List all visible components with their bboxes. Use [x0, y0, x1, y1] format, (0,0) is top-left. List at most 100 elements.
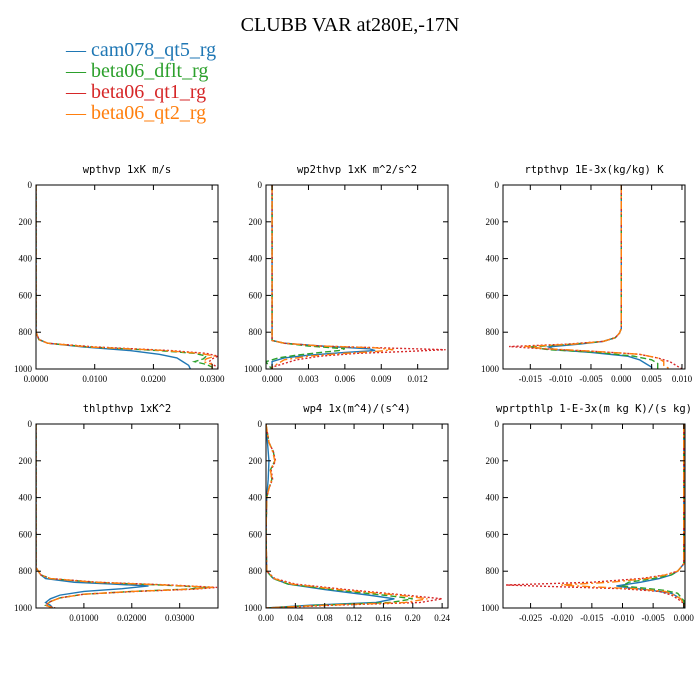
legend-swatch: —	[66, 102, 91, 124]
y-tick-label: 200	[249, 456, 263, 466]
x-tick-label: 0.000	[611, 374, 632, 384]
panel-title: wprtpthlp 1-E-3x(m kg K)/(s kg)	[496, 403, 692, 415]
y-tick-label: 0	[495, 419, 500, 429]
panel-title: thlpthvp 1xK^2	[83, 403, 172, 415]
legend-item: — beta06_dflt_rg	[66, 61, 216, 82]
x-tick-label: -0.010	[611, 613, 635, 623]
y-tick-label: 0	[495, 180, 500, 190]
y-tick-label: 1000	[481, 364, 500, 374]
x-tick-label: 0.08	[317, 613, 333, 623]
x-tick-label: 0.00	[258, 613, 274, 623]
panel-title: wp4 1x(m^4)/(s^4)	[303, 403, 410, 415]
x-tick-label: 0.12	[346, 613, 362, 623]
y-tick-label: 400	[486, 493, 500, 503]
y-tick-label: 200	[486, 217, 500, 227]
panel-title: rtpthvp 1E-3x(kg/kg) K	[524, 164, 664, 176]
y-tick-label: 800	[486, 566, 500, 576]
y-tick-label: 200	[19, 217, 33, 227]
x-tick-label: -0.010	[549, 374, 573, 384]
x-tick-label: -0.020	[550, 613, 574, 623]
series-line	[266, 424, 443, 608]
series-line	[36, 424, 214, 608]
y-tick-label: 0	[258, 180, 263, 190]
x-tick-label: 0.009	[371, 374, 392, 384]
legend-label: beta06_qt1_rg	[91, 81, 207, 103]
series-line	[524, 185, 671, 369]
x-tick-label: 0.0200	[141, 374, 166, 384]
panel-title: wpthvp 1xK m/s	[83, 164, 172, 176]
legend-label: cam078_qt5_rg	[91, 39, 217, 61]
y-tick-label: 600	[486, 529, 500, 539]
x-tick-label: 0.24	[434, 613, 450, 623]
plot-frame	[265, 184, 449, 370]
x-tick-label: 0.03000	[165, 613, 195, 623]
series-line	[266, 424, 428, 608]
y-tick-label: 1000	[481, 603, 500, 613]
y-tick-label: 600	[486, 290, 500, 300]
y-tick-label: 600	[19, 290, 33, 300]
x-tick-label: -0.025	[519, 613, 543, 623]
x-tick-label: 0.0300	[200, 374, 225, 384]
y-tick-label: 400	[486, 254, 500, 264]
series-line	[36, 185, 192, 369]
y-tick-label: 1000	[14, 364, 33, 374]
y-tick-label: 1000	[244, 364, 263, 374]
x-tick-label: 0.000	[674, 613, 695, 623]
x-tick-label: 0.006	[335, 374, 356, 384]
x-tick-label: 0.012	[408, 374, 428, 384]
x-tick-label: 0.0000	[24, 374, 49, 384]
y-tick-label: 200	[486, 456, 500, 466]
x-tick-label: 0.003	[298, 374, 319, 384]
y-tick-label: 1000	[14, 603, 33, 613]
x-tick-label: -0.005	[579, 374, 603, 384]
series-line	[271, 185, 394, 369]
plot-frame	[265, 423, 449, 609]
y-tick-label: 600	[249, 290, 263, 300]
x-tick-label: 0.20	[405, 613, 421, 623]
y-tick-label: 800	[486, 327, 500, 337]
series-line	[36, 424, 149, 608]
series-line	[36, 185, 213, 369]
plot-frame	[35, 184, 219, 370]
plot-frame	[502, 423, 686, 609]
x-tick-label: 0.16	[376, 613, 392, 623]
legend-item: — cam078_qt5_rg	[66, 40, 216, 61]
series-line	[266, 424, 395, 608]
plot-frame	[35, 423, 219, 609]
x-tick-label: 0.000	[262, 374, 283, 384]
y-tick-label: 600	[249, 529, 263, 539]
y-tick-label: 1000	[244, 603, 263, 613]
plot-frame	[502, 184, 686, 370]
y-tick-label: 400	[19, 493, 33, 503]
chart-panel: thlpthvp 1xK^2 0 200 400 600 800 1000 0.01000 0.…	[14, 403, 219, 623]
y-tick-label: 0	[258, 419, 263, 429]
page-title: CLUBB VAR at280E,-17N	[240, 14, 460, 36]
chart-panel: wp2thvp 1xK m^2/s^2020040060080010000.00…	[244, 164, 449, 384]
y-tick-label: 400	[249, 493, 263, 503]
panel-title: wp2thvp 1xK m^2/s^2	[297, 164, 417, 176]
legend-swatch: —	[66, 60, 91, 82]
series-line	[506, 424, 685, 608]
x-tick-label: 0.005	[642, 374, 663, 384]
y-tick-label: 800	[249, 566, 263, 576]
y-tick-label: 400	[19, 254, 33, 264]
series-line	[561, 424, 685, 608]
y-tick-label: 200	[249, 217, 263, 227]
y-tick-label: 0	[28, 180, 33, 190]
legend-item: — beta06_qt2_rg	[66, 103, 216, 124]
x-tick-label: -0.005	[642, 613, 666, 623]
legend-label: beta06_dflt_rg	[91, 60, 209, 82]
legend: — cam078_qt5_rg — beta06_dflt_rg — beta0…	[66, 40, 216, 124]
y-tick-label: 800	[19, 566, 33, 576]
chart-panel: wprtpthlp 1-E-3x(m kg K)/(s kg) 0 200 400 60…	[481, 403, 694, 623]
legend-swatch: —	[66, 81, 91, 103]
x-tick-label: 0.0100	[82, 374, 107, 384]
y-tick-label: 200	[19, 456, 33, 466]
legend-label: beta06_qt2_rg	[91, 102, 207, 124]
x-tick-label: 0.010	[672, 374, 693, 384]
y-tick-label: 800	[249, 327, 263, 337]
x-tick-label: 0.04	[287, 613, 303, 623]
x-tick-label: 0.02000	[117, 613, 147, 623]
